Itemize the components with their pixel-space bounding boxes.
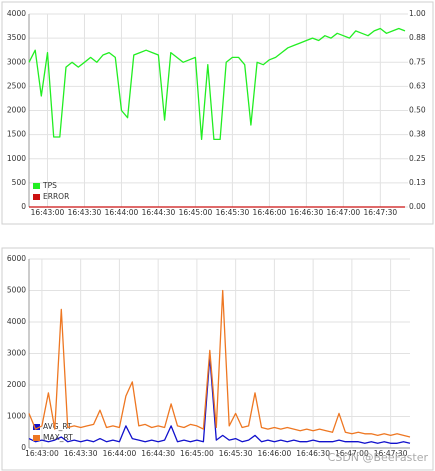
legend-swatch — [33, 424, 40, 430]
legend-swatch — [33, 194, 40, 200]
x-tick-label: 16:45:00 — [179, 208, 213, 217]
y2-tick-label: 0.38 — [409, 130, 426, 139]
y-tick-label: 5000 — [7, 286, 26, 295]
series-line — [28, 27, 406, 141]
y-tick-label: 6000 — [7, 254, 26, 263]
x-tick-label: 16:47:00 — [335, 449, 369, 458]
series-line — [28, 355, 411, 444]
panel — [1, 1, 434, 225]
y2-tick-label: 1.00 — [409, 9, 426, 18]
y-tick-label: 1000 — [7, 412, 26, 421]
y-tick-label: 500 — [12, 178, 27, 187]
y2-tick-label: 0.13 — [409, 178, 426, 187]
x-tick-label: 16:46:30 — [296, 449, 330, 458]
y2-tick-label: 0.50 — [409, 106, 426, 115]
y-tick-label: 0 — [21, 202, 26, 211]
x-tick-label: 16:43:00 — [25, 449, 59, 458]
y2-tick-label: 0.00 — [409, 202, 426, 211]
x-tick-label: 16:46:00 — [258, 449, 292, 458]
x-tick-label: 16:44:00 — [105, 208, 139, 217]
y2-tick-label: 0.63 — [409, 81, 426, 90]
y-tick-label: 2500 — [7, 81, 26, 90]
legend-label: ERROR — [43, 192, 69, 201]
legend-label: MAX_RT — [43, 433, 73, 442]
y2-tick-label: 0.25 — [409, 154, 426, 163]
y2-tick-label: 0.88 — [409, 33, 426, 42]
y-tick-label: 2000 — [7, 106, 26, 115]
x-tick-label: 16:47:30 — [364, 208, 398, 217]
legend-swatch — [33, 435, 40, 441]
y-tick-label: 1000 — [7, 154, 26, 163]
y-tick-label: 4000 — [7, 317, 26, 326]
x-tick-label: 16:45:00 — [180, 449, 214, 458]
y-tick-label: 3000 — [7, 349, 26, 358]
legend-label: TPS — [42, 181, 57, 190]
y-tick-label: 3500 — [7, 33, 26, 42]
x-tick-label: 16:46:00 — [253, 208, 287, 217]
x-tick-label: 16:45:30 — [216, 208, 250, 217]
legend-label: AVG_RT — [43, 422, 72, 431]
x-tick-label: 16:47:30 — [374, 449, 408, 458]
y2-tick-label: 0.75 — [409, 57, 426, 66]
y-tick-label: 1500 — [7, 130, 26, 139]
x-tick-label: 16:43:30 — [64, 449, 98, 458]
x-tick-label: 16:44:30 — [141, 449, 175, 458]
x-tick-label: 16:47:00 — [327, 208, 361, 217]
y-tick-label: 2000 — [7, 380, 26, 389]
x-tick-label: 16:43:30 — [68, 208, 102, 217]
series-line — [28, 289, 411, 438]
x-tick-label: 16:45:30 — [219, 449, 253, 458]
panel — [1, 247, 434, 471]
x-tick-label: 16:43:00 — [31, 208, 65, 217]
x-tick-label: 16:44:00 — [103, 449, 137, 458]
x-tick-label: 16:46:30 — [290, 208, 324, 217]
x-tick-label: 16:44:30 — [142, 208, 176, 217]
legend-swatch — [33, 183, 40, 189]
y-tick-label: 0 — [21, 443, 26, 452]
y-tick-label: 4000 — [7, 9, 26, 18]
y-tick-label: 3000 — [7, 57, 26, 66]
watermark: CSDN @BeeFaster — [328, 451, 429, 464]
